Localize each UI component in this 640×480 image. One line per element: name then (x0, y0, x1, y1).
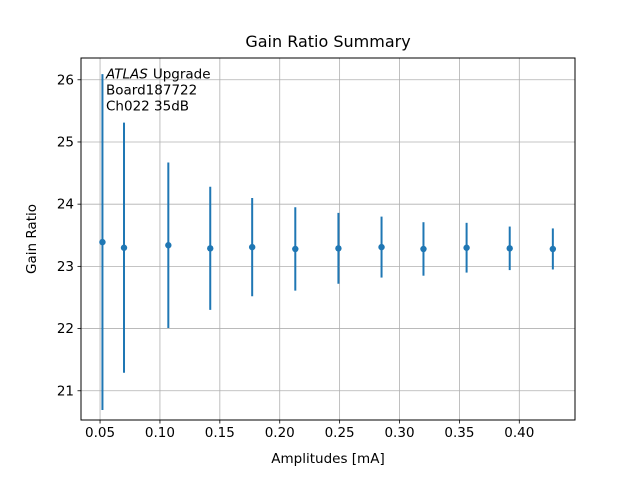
annotation-experiment-name: ATLAS (105, 67, 148, 83)
y-tick-label: 26 (57, 72, 74, 88)
annotation-board-id: Board187722 (106, 83, 197, 99)
x-tick-label: 0.10 (145, 425, 175, 441)
annotation-channel-gain: Ch022 35dB (106, 99, 189, 115)
x-tick-label: 0.15 (205, 425, 235, 441)
chart-title: Gain Ratio Summary (245, 32, 410, 51)
data-point-marker (292, 245, 299, 253)
x-axis-label: Amplitudes [mA] (271, 451, 384, 467)
x-tick-label: 0.05 (85, 425, 115, 441)
data-point-marker (506, 245, 513, 252)
data-point-marker (549, 245, 557, 253)
data-point-marker (378, 243, 385, 251)
data-point-marker (165, 242, 172, 249)
y-tick-label: 21 (57, 383, 74, 399)
y-tick-label: 25 (57, 134, 74, 150)
plot-border (80, 57, 576, 421)
x-tick-label: 0.20 (265, 425, 295, 441)
data-point-marker (463, 244, 470, 251)
data-point-marker (335, 245, 342, 252)
data-point-marker (120, 244, 128, 251)
data-point-marker (420, 245, 427, 253)
annotation-line-1: ATLAS Upgrade (105, 67, 211, 83)
annotation-upgrade-label: Upgrade (153, 67, 211, 83)
x-tick-label: 0.25 (325, 425, 355, 441)
x-tick-label: 0.30 (384, 425, 414, 441)
y-tick-label: 22 (57, 321, 74, 337)
plot-area: 0.05 0.10 0.15 0.20 0.25 0.30 0.35 0.40 21 22 23 24… (57, 58, 575, 441)
data-point-marker (207, 245, 214, 252)
y-tick-label: 23 (57, 259, 74, 275)
data-point-marker (99, 238, 106, 246)
x-tick-label: 0.35 (444, 425, 474, 441)
data-point-marker (248, 243, 256, 251)
y-axis-label: Gain Ratio (24, 204, 40, 274)
y-tick-label: 24 (57, 197, 74, 213)
x-tick-label: 0.40 (504, 425, 534, 441)
